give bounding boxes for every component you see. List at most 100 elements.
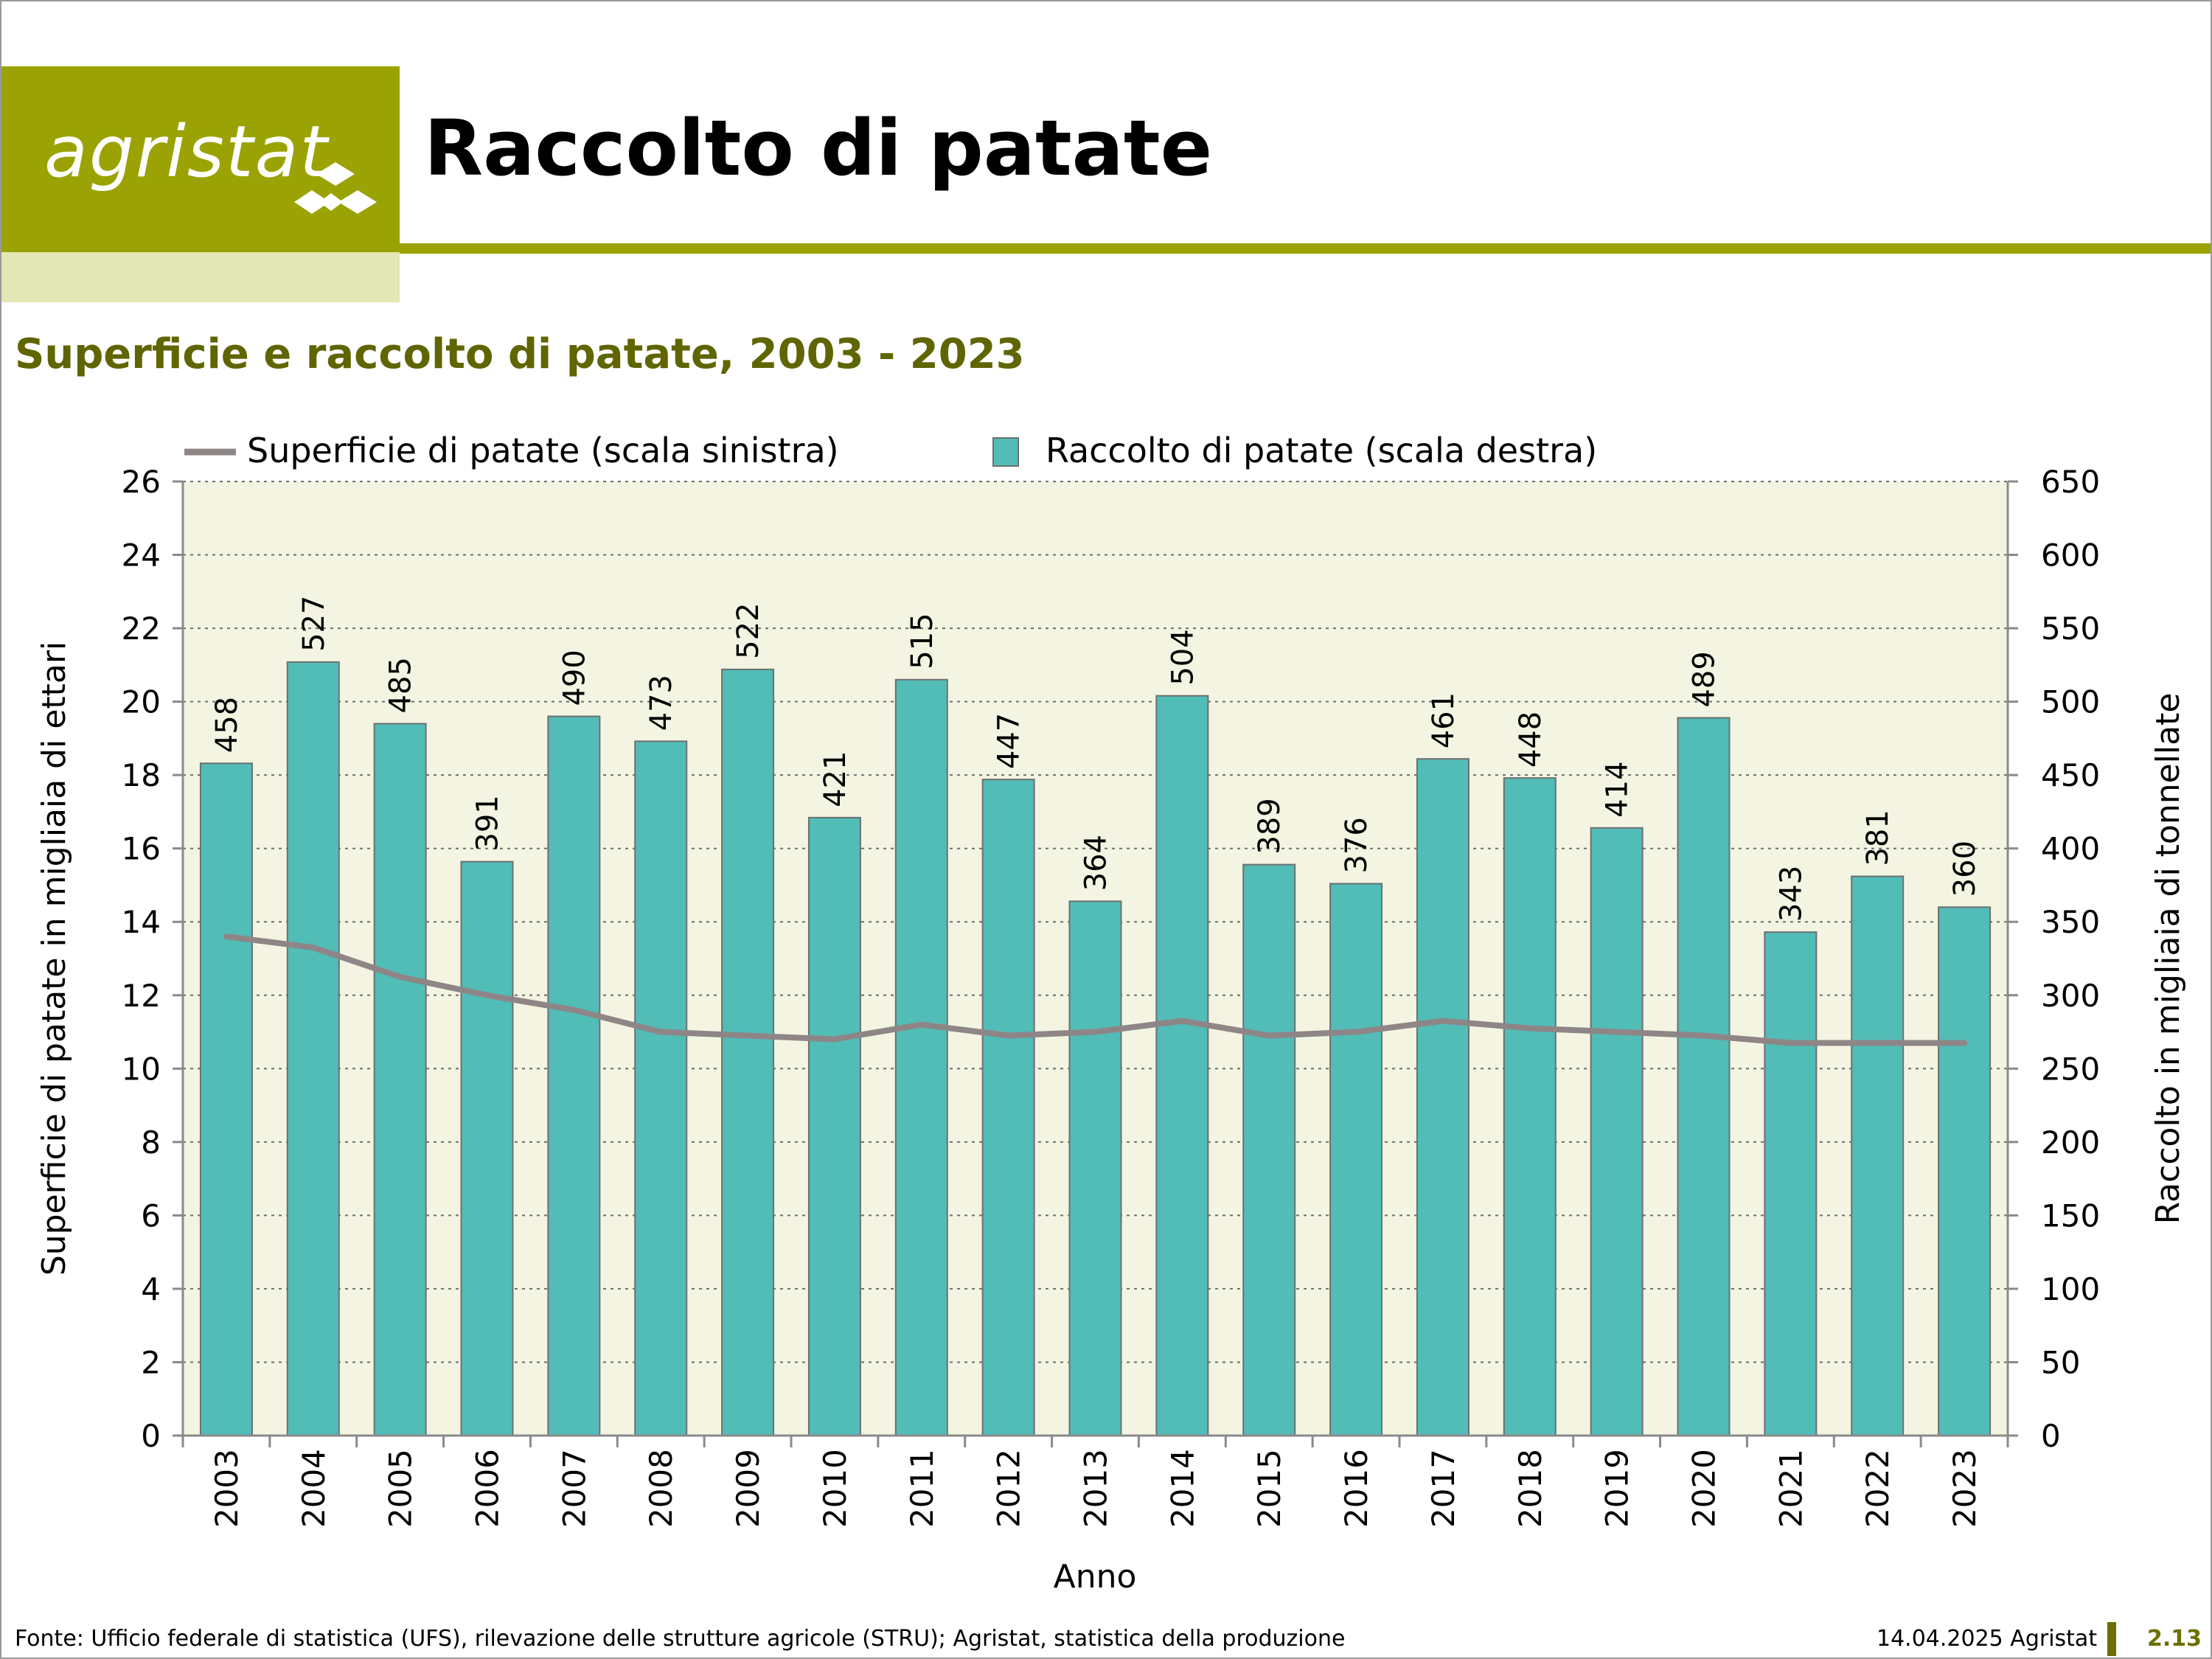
- x-tick-label-2015: 2015: [1251, 1449, 1287, 1528]
- area-point-2011: [919, 1022, 924, 1027]
- bar-label-2006: 391: [471, 795, 505, 851]
- bar-2022: [1851, 875, 1905, 1436]
- bar-2013: [1068, 900, 1122, 1436]
- right-tick-label: 400: [2041, 831, 2100, 867]
- bar-2003: [199, 762, 253, 1436]
- bar-2017: [1416, 758, 1470, 1436]
- area-point-2019: [1614, 1029, 1619, 1034]
- x-tick-label-2011: 2011: [904, 1449, 940, 1528]
- left-tick-label: 18: [122, 757, 161, 793]
- left-tick-label: 14: [122, 904, 161, 940]
- bar-label-2004: 527: [297, 596, 331, 652]
- area-point-2005: [397, 974, 403, 979]
- bar-2004: [286, 661, 340, 1436]
- bar-label-2017: 461: [1427, 692, 1461, 748]
- area-point-2003: [223, 934, 229, 939]
- left-tick-label: 8: [141, 1124, 161, 1161]
- chart-subtitle: Superficie e raccolto di patate, 2003 - …: [15, 330, 1025, 378]
- left-axis-title: Superficie di patate in migliaia di etta…: [35, 641, 73, 1276]
- x-tick-label-2013: 2013: [1078, 1449, 1114, 1528]
- bar-2016: [1329, 883, 1383, 1436]
- bar-label-2023: 360: [1948, 841, 1982, 897]
- bar-2011: [894, 678, 948, 1436]
- bar-2019: [1590, 827, 1644, 1436]
- area-point-2023: [1962, 1040, 1967, 1046]
- logo-text: agristat: [44, 111, 330, 193]
- area-point-2020: [1701, 1033, 1706, 1038]
- footer-date: 14.04.2025 Agristat: [1877, 1626, 2098, 1652]
- x-tick-label-2009: 2009: [730, 1449, 766, 1528]
- x-tick-label-2006: 2006: [470, 1449, 506, 1528]
- x-tick-label-2004: 2004: [296, 1449, 332, 1528]
- title-divider: [400, 243, 2211, 254]
- area-point-2016: [1354, 1029, 1359, 1034]
- agristat-logo: [1, 66, 400, 252]
- bar-label-2005: 485: [384, 657, 418, 713]
- bar-label-2020: 489: [1688, 651, 1722, 707]
- x-tick-label-2020: 2020: [1686, 1449, 1722, 1528]
- bar-label-2003: 458: [210, 697, 244, 753]
- x-tick-label-2012: 2012: [991, 1449, 1027, 1528]
- area-point-2008: [658, 1029, 664, 1034]
- x-tick-label-2008: 2008: [643, 1449, 679, 1528]
- bar-label-2009: 522: [731, 602, 765, 658]
- legend-label-area: Superficie di patate (scala sinistra): [247, 431, 839, 470]
- bar-2023: [1938, 906, 1992, 1436]
- right-tick-label: 250: [2041, 1051, 2100, 1087]
- area-point-2007: [571, 1007, 577, 1012]
- area-point-2012: [1006, 1033, 1011, 1038]
- area-point-2010: [832, 1037, 837, 1042]
- footer-separator: [2107, 1622, 2116, 1656]
- bar-2014: [1155, 695, 1209, 1437]
- x-tick-label-2021: 2021: [1773, 1449, 1809, 1528]
- x-tick-label-2022: 2022: [1860, 1449, 1896, 1528]
- right-tick-label: 200: [2041, 1124, 2100, 1161]
- left-tick-label: 6: [141, 1197, 161, 1234]
- right-tick-label: 0: [2041, 1418, 2061, 1454]
- legend-bar-swatch: [992, 437, 1019, 467]
- right-tick-label: 450: [2041, 757, 2100, 793]
- area-point-2004: [310, 945, 316, 950]
- bar-2021: [1764, 931, 1818, 1436]
- area-point-2014: [1180, 1018, 1185, 1023]
- left-tick-label: 4: [141, 1271, 161, 1307]
- right-tick-label: 550: [2041, 611, 2100, 647]
- bar-2010: [807, 816, 861, 1436]
- right-tick-label: 50: [2041, 1344, 2080, 1380]
- bar-2009: [721, 668, 775, 1436]
- right-tick-label: 150: [2041, 1197, 2100, 1234]
- bar-2015: [1242, 863, 1296, 1436]
- bar-label-2008: 473: [644, 675, 678, 731]
- left-tick-label: 10: [122, 1051, 161, 1087]
- x-tick-label-2003: 2003: [209, 1449, 245, 1528]
- left-tick-label: 12: [122, 978, 161, 1014]
- right-tick-label: 350: [2041, 904, 2100, 940]
- x-tick-label-2007: 2007: [556, 1449, 592, 1528]
- left-tick-label: 2: [141, 1344, 161, 1380]
- bar-label-2014: 504: [1166, 629, 1200, 685]
- legend-label-harvest: Raccolto di patate (scala destra): [1046, 431, 1597, 470]
- area-point-2022: [1875, 1040, 1880, 1046]
- x-tick-label-2019: 2019: [1599, 1449, 1635, 1528]
- bar-label-2013: 364: [1079, 835, 1113, 891]
- bar-label-2012: 447: [992, 713, 1026, 769]
- area-point-2009: [745, 1033, 751, 1038]
- left-tick-label: 22: [122, 611, 161, 647]
- bar-label-2011: 515: [905, 613, 939, 669]
- x-tick-label-2018: 2018: [1512, 1449, 1548, 1528]
- left-tick-label: 0: [141, 1418, 161, 1454]
- bar-2012: [981, 779, 1035, 1436]
- x-tick-label-2010: 2010: [817, 1449, 853, 1528]
- area-point-2018: [1527, 1026, 1532, 1031]
- area-point-2015: [1267, 1033, 1272, 1038]
- left-tick-label: 24: [122, 538, 161, 574]
- right-tick-label: 100: [2041, 1271, 2100, 1307]
- right-axis-title: Raccolto in migliaia di tonnellate: [2149, 693, 2187, 1225]
- bar-label-2007: 490: [557, 650, 591, 706]
- area-point-2013: [1093, 1029, 1098, 1034]
- page-title: Raccolto di patate: [424, 103, 1213, 193]
- bar-label-2021: 343: [1774, 866, 1808, 922]
- bar-label-2016: 376: [1340, 817, 1374, 873]
- left-tick-label: 26: [122, 464, 161, 500]
